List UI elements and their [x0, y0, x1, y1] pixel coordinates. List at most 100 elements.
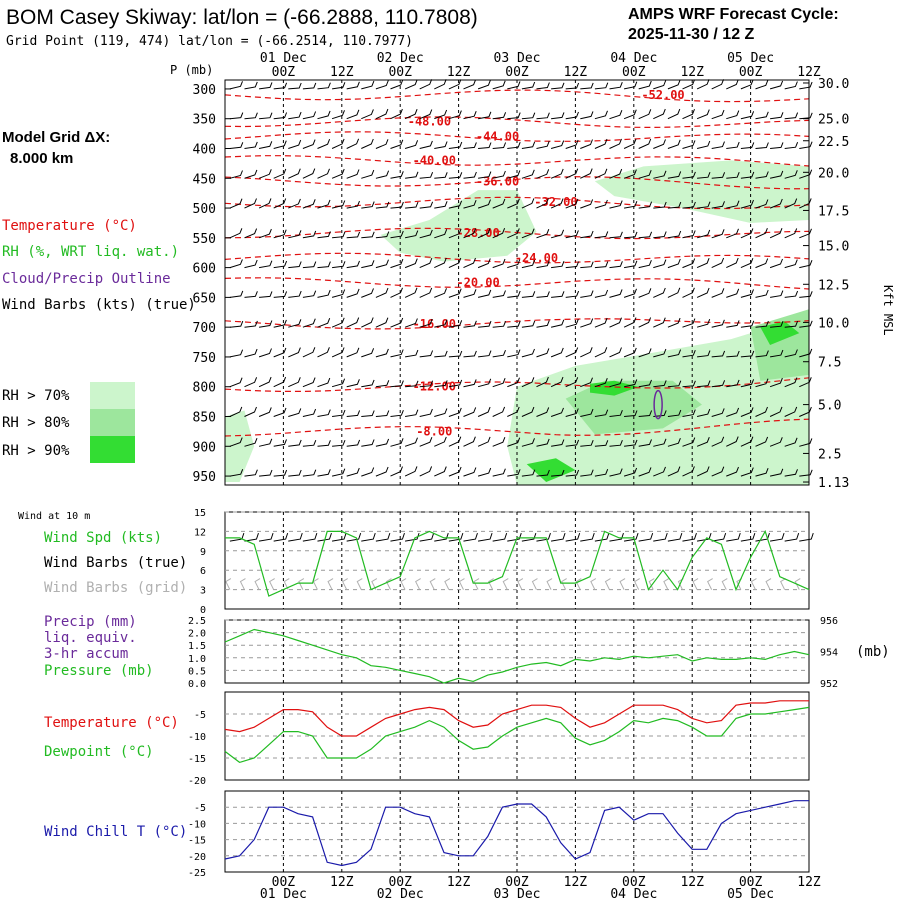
- wind-barb: [229, 228, 243, 239]
- wind-barb: [755, 199, 769, 209]
- wind-barb: [769, 170, 784, 179]
- wind-barb: [229, 81, 243, 90]
- bottom-time-tick-label: 12Z: [797, 875, 821, 890]
- wind-barb: [770, 290, 784, 298]
- surface-wind-barb-grid: [794, 578, 801, 590]
- wind-barb: [799, 291, 813, 298]
- wind-barb: [244, 81, 258, 90]
- wind-barb: [507, 112, 521, 120]
- wind-barb: [769, 377, 783, 388]
- wind-barb: [404, 140, 419, 149]
- wind-barb: [390, 349, 404, 358]
- pressure-right-tick-label: 956: [820, 616, 838, 627]
- wind-barb: [623, 347, 637, 358]
- wind-barb: [419, 79, 433, 90]
- surface-wind-barb-grid: [619, 578, 626, 590]
- bottom-time-tick-label: 00Z: [272, 875, 296, 890]
- top-day-label: 04 Dec: [610, 51, 657, 66]
- wind-barb: [580, 111, 594, 120]
- wind-barb: [623, 138, 637, 149]
- wind-barb: [273, 469, 288, 477]
- wind-barb: [784, 81, 798, 90]
- surface-wind-barb-true: [390, 532, 405, 542]
- wind-speed-line: [225, 529, 810, 597]
- wind-barb: [682, 140, 696, 149]
- isotherm-label: -44.00: [476, 130, 519, 144]
- wind-barb: [229, 320, 244, 328]
- wind-barb: [623, 81, 638, 90]
- wind-barb: [346, 379, 360, 388]
- wind-barb: [244, 291, 258, 298]
- wind-barb: [331, 138, 345, 149]
- wind-barb: [609, 138, 622, 149]
- wind-barb: [521, 438, 535, 447]
- wind-barb: [302, 440, 317, 447]
- wind-barb: [419, 109, 433, 120]
- bottom-time-tick-label: 00Z: [622, 875, 646, 890]
- wind-barb: [682, 109, 695, 120]
- wind-barb: [624, 231, 638, 239]
- cloud-outline: [653, 389, 663, 420]
- surface-wind-barb-true: [769, 532, 785, 542]
- top-time-tick-label: 12Z: [447, 65, 471, 80]
- wind-barb: [434, 436, 447, 447]
- wind-barb: [550, 168, 564, 179]
- surface-wind-barb-grid: [327, 578, 334, 590]
- wind-barb: [667, 171, 682, 179]
- wind-barb: [682, 79, 696, 90]
- surface-wind-barb-grid: [546, 578, 553, 590]
- legend-temperature-series: Temperature (°C): [44, 715, 179, 731]
- height-tick-label: 2.5: [818, 447, 841, 462]
- wind-barb: [492, 142, 507, 149]
- wind-barb: [390, 108, 403, 120]
- wind-barb: [463, 320, 477, 328]
- wind-barb: [229, 142, 244, 149]
- wind-barb: [711, 380, 726, 388]
- surface-wind-barb-true: [273, 532, 289, 542]
- wind-barb: [492, 350, 506, 358]
- y-tick-label: 0.5: [188, 666, 206, 677]
- bottom-day-label: 03 Dec: [494, 887, 541, 900]
- wind-barb: [404, 109, 418, 120]
- wind-barb: [711, 109, 725, 120]
- wind-barb: [390, 287, 403, 298]
- wind-barb: [696, 287, 710, 298]
- isotherm-line: [224, 116, 810, 129]
- height-tick-label: 30.0: [818, 77, 849, 92]
- wind-barb: [784, 437, 798, 447]
- wind-barb: [770, 321, 784, 328]
- wind-barb: [507, 290, 521, 298]
- wind-barb: [711, 408, 725, 417]
- y-tick-label: -20: [188, 776, 206, 787]
- wind-barb: [623, 379, 638, 388]
- surface-wind-barb-grid: [663, 578, 670, 590]
- wind-barb: [565, 82, 580, 90]
- wind-barb: [711, 436, 725, 447]
- wind-barb: [507, 469, 521, 477]
- top-time-tick-label: 00Z: [739, 65, 763, 80]
- wind-barb: [258, 348, 272, 358]
- wind-barb: [244, 320, 258, 328]
- wind-barb: [536, 320, 550, 328]
- legend-wind-chill: Wind Chill T (°C): [44, 824, 187, 840]
- wind-barb: [361, 169, 375, 179]
- wind-barb: [638, 260, 652, 269]
- y-tick-label: 3: [200, 586, 206, 597]
- wind-barb: [390, 438, 404, 447]
- wind-barb: [667, 349, 682, 358]
- surface-wind-barb-true: [594, 532, 610, 542]
- wind-barb: [492, 228, 506, 239]
- wind-barb: [229, 406, 243, 417]
- wind-barb: [667, 409, 682, 417]
- pressure-tick-label: 300: [193, 83, 216, 98]
- wind-barb: [288, 111, 302, 120]
- wind-barb: [492, 258, 506, 269]
- wind-barb: [317, 347, 330, 358]
- wind-barb: [404, 437, 418, 447]
- wind-barb: [638, 348, 652, 358]
- wind-barb: [580, 199, 594, 209]
- wind-barb: [653, 410, 667, 417]
- wind-barb: [346, 138, 360, 149]
- wind-barb: [317, 168, 330, 179]
- isotherm-label: -52.00: [641, 88, 684, 102]
